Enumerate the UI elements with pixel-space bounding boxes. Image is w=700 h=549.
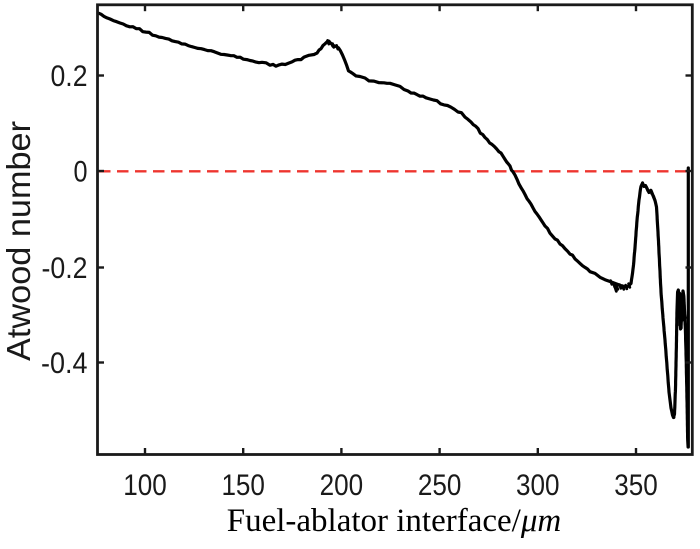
svg-text:100: 100 [123, 469, 167, 502]
svg-text:300: 300 [516, 469, 560, 502]
svg-text:200: 200 [320, 469, 364, 502]
svg-text:Fuel-ablator interface/μm: Fuel-ablator interface/μm [227, 503, 562, 539]
svg-text:350: 350 [614, 469, 658, 502]
svg-text:0.2: 0.2 [51, 60, 88, 93]
svg-text:250: 250 [418, 469, 462, 502]
svg-text:150: 150 [221, 469, 265, 502]
svg-text:Atwood number: Atwood number [0, 121, 37, 361]
svg-text:-0.4: -0.4 [41, 347, 88, 380]
svg-text:-0.2: -0.2 [42, 252, 88, 285]
svg-text:0: 0 [74, 156, 88, 189]
